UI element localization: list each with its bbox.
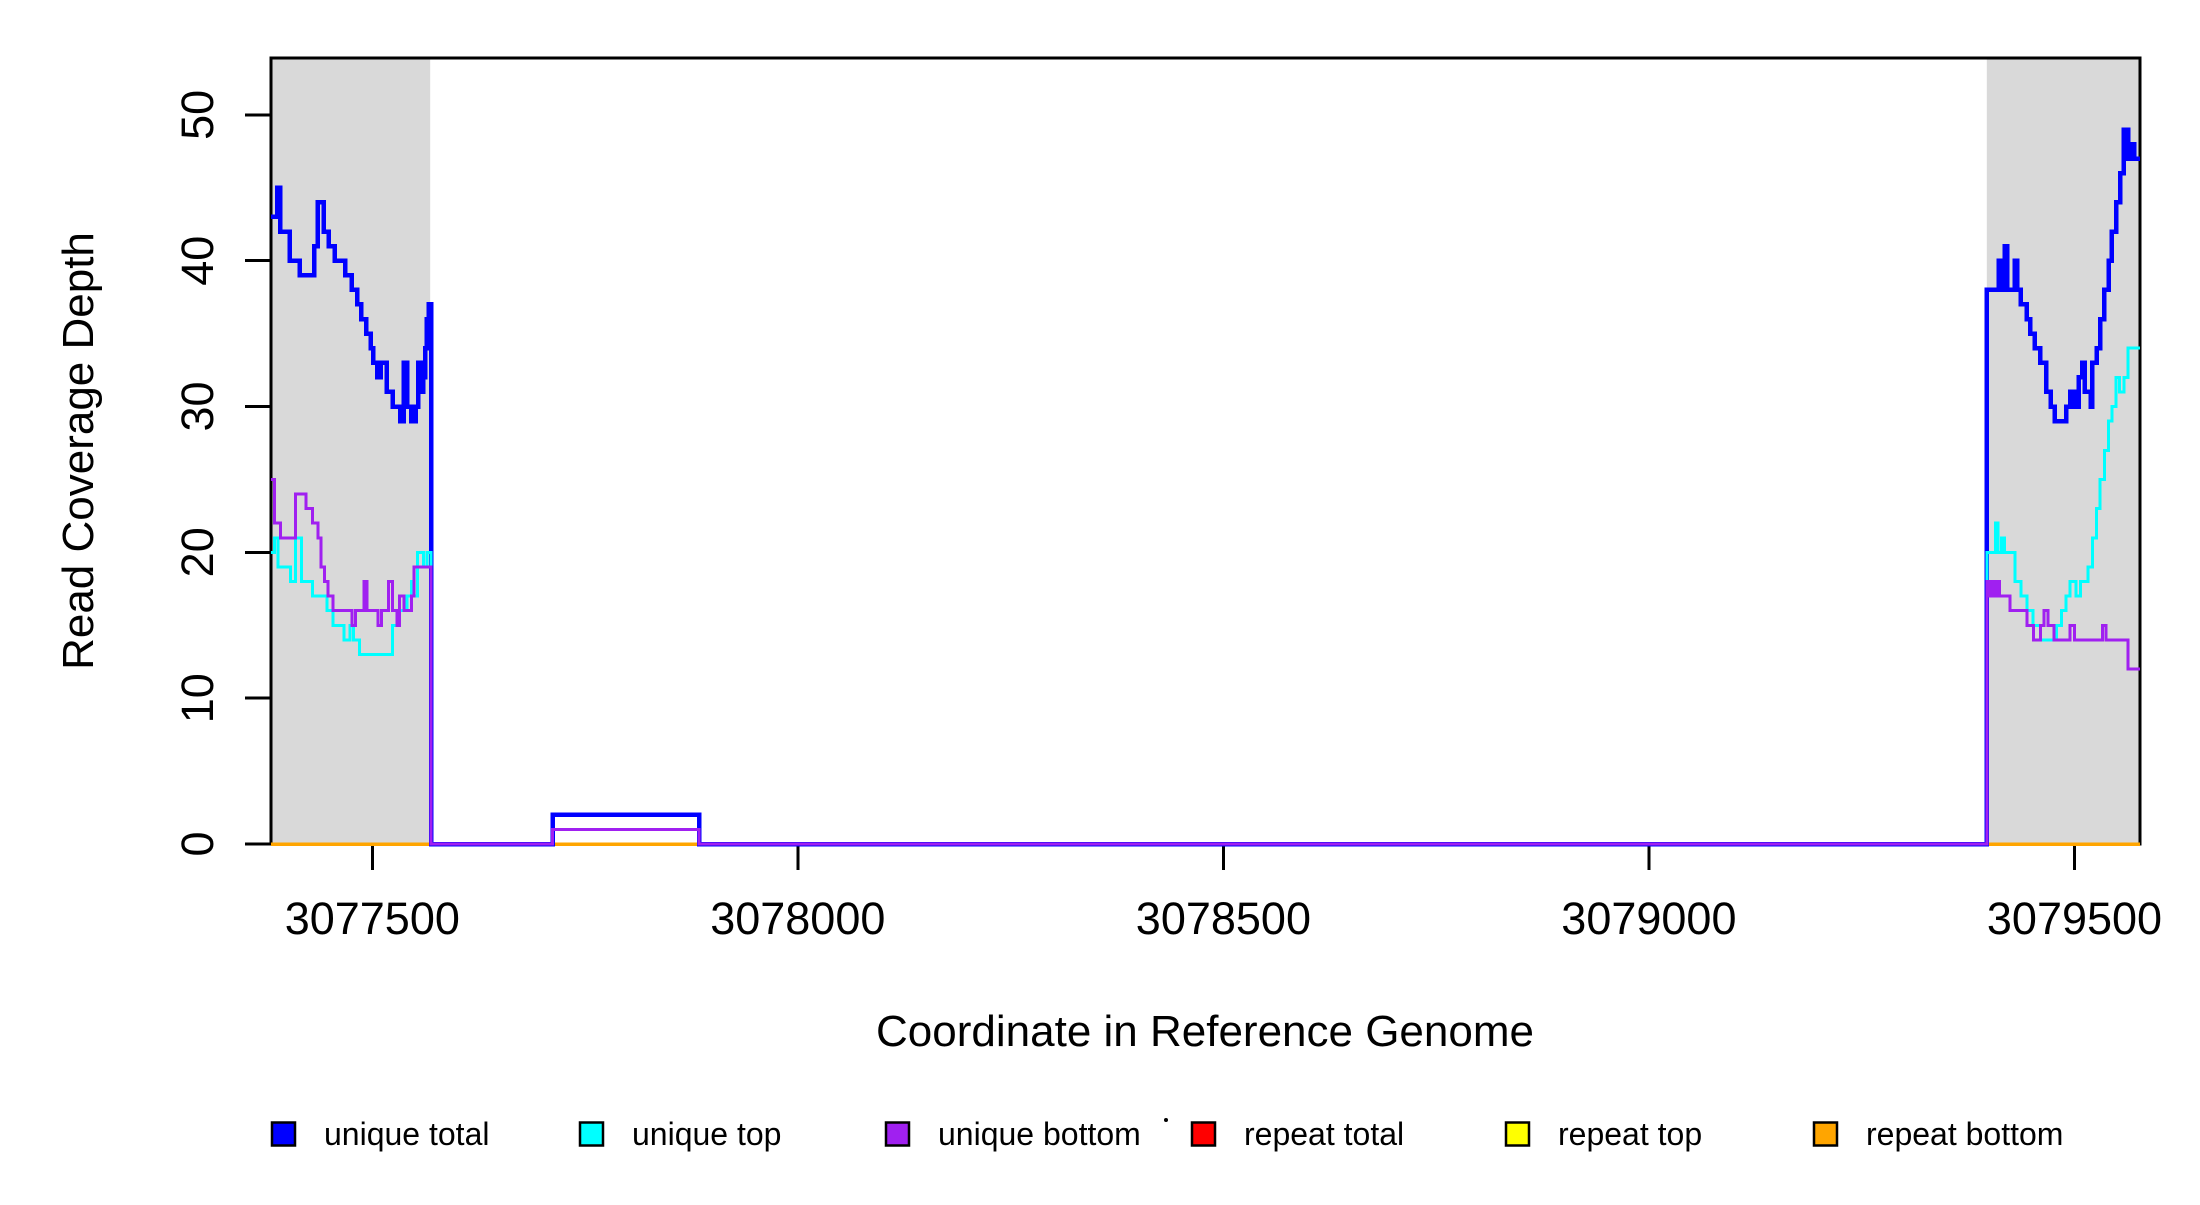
legend-swatch-unique-top [578,1121,605,1147]
y-tick-label-20: 20 [172,527,223,577]
axes: 3077500 3078000 3078500 3079000 3079500 0 10 20… [172,90,2162,944]
x-tick-label-3077500: 3077500 [285,893,460,944]
series-unique-top [271,346,2140,846]
series-unique-bottom [271,477,2140,846]
series-unique-total [271,127,2140,847]
legend-label-repeat-bottom: repeat bottom [1866,1116,2063,1152]
highlight-band-left-repeat-flank [271,58,431,844]
legend-label-repeat-top: repeat top [1558,1116,1702,1152]
y-tick-label-50: 50 [172,90,223,140]
x-tick-label-3079500: 3079500 [1987,893,2162,944]
legend-swatch-unique-bottom [884,1121,911,1147]
legend-swatch-repeat-bottom [1812,1121,1839,1147]
legend-item-unique-top: unique top [578,1116,781,1152]
legend-item-repeat-top: repeat top [1504,1116,1702,1152]
highlight-band-right-repeat-flank [1986,58,2140,844]
x-tick-label-3079000: 3079000 [1561,893,1736,944]
plot-frame [269,56,2142,846]
coverage-series [271,127,2140,847]
y-axis-title: Read Coverage Depth [54,232,103,670]
legend-item-unique-bottom: unique bottom [884,1116,1141,1152]
legend-label-unique-total: unique total [324,1116,489,1152]
legend-item-unique-total: unique total [270,1116,489,1152]
legend-swatch-repeat-top [1504,1121,1531,1147]
legend-label-repeat-total: repeat total [1244,1116,1404,1152]
legend-item-repeat-total: repeat total [1190,1116,1404,1152]
highlight-bands [271,58,2140,844]
legend: unique total unique top unique bottom repea… [270,1116,2063,1152]
legend-label-unique-top: unique top [632,1116,781,1152]
x-tick-label-3078000: 3078000 [710,893,885,944]
x-axis-title: Coordinate in Reference Genome [876,1007,1534,1056]
legend-item-repeat-bottom: repeat bottom [1812,1116,2063,1152]
y-tick-label-10: 10 [172,673,223,723]
legend-label-unique-bottom: unique bottom [938,1116,1141,1152]
y-tick-label-0: 0 [172,831,223,856]
legend-swatch-repeat-total [1190,1121,1217,1147]
x-tick-label-3078500: 3078500 [1136,893,1311,944]
y-tick-label-30: 30 [172,381,223,431]
stray-dot [1164,1118,1168,1122]
legend-swatch-unique-total [270,1121,297,1147]
y-tick-label-40: 40 [172,236,223,286]
